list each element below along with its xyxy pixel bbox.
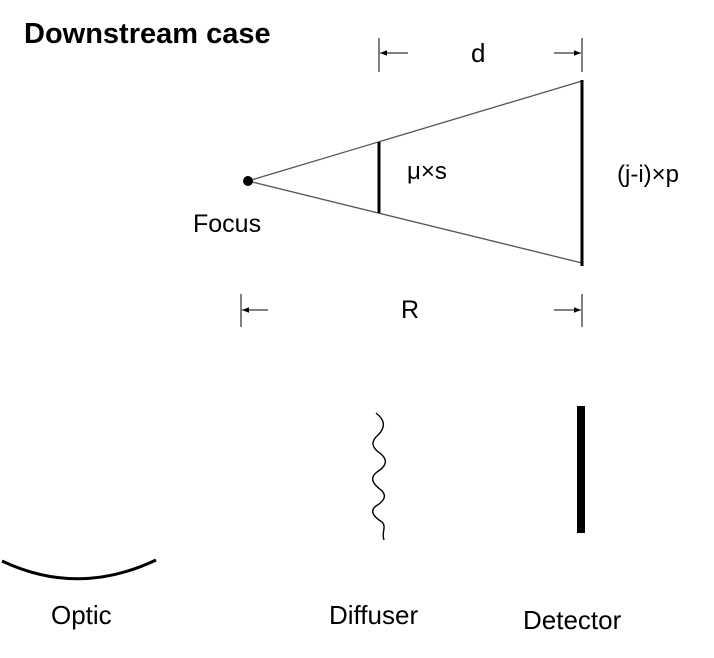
cone-lower-edge	[247, 180, 583, 264]
cone-upper-edge	[247, 80, 583, 182]
label-diffuser: Diffuser	[329, 600, 419, 630]
diagram-title: Downstream case	[24, 18, 271, 50]
label-r: R	[401, 296, 420, 324]
detector-bar	[577, 406, 585, 533]
optic-curve	[1, 558, 157, 581]
label-j-minus-i-times-p: (j-i)×p	[617, 161, 680, 188]
diffuser-wavy-line	[371, 412, 387, 541]
label-focus: Focus	[193, 210, 262, 238]
dimension-d	[378, 38, 583, 72]
label-mu-times-s: μ×s	[407, 158, 447, 185]
label-d: d	[471, 38, 486, 68]
label-optic: Optic	[51, 600, 112, 630]
focus-point	[243, 176, 253, 186]
dimension-r	[240, 294, 583, 327]
label-detector: Detector	[523, 605, 622, 635]
